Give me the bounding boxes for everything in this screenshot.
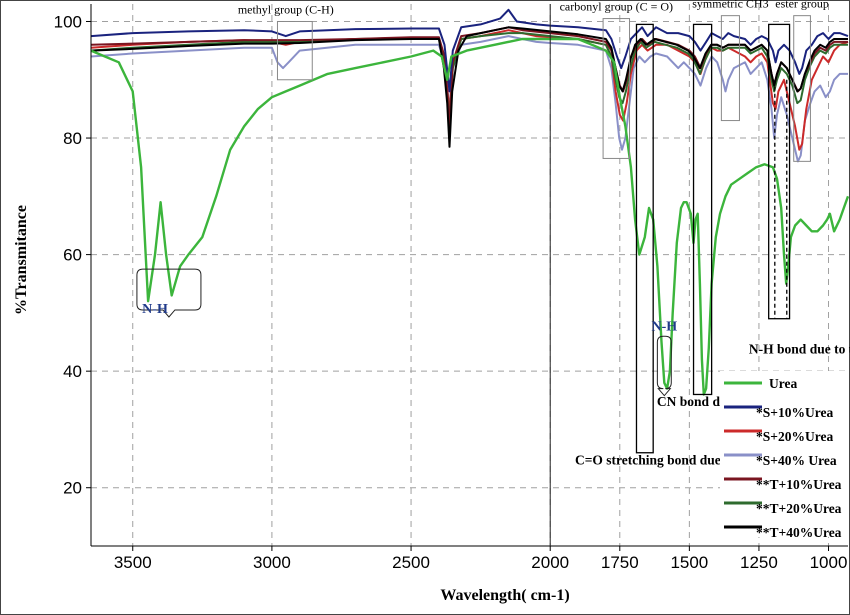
annotation-label-6: C=O stretching bond due to urea	[575, 452, 765, 467]
x-tick-labels: 3500 3000 2500 2000 1750 1500 1250 1000	[114, 546, 848, 572]
annotation-label-1: carbonyl group (C = O)	[560, 0, 673, 14]
legend-entry-5: **T+20%Urea	[756, 501, 842, 516]
annotation-label-4: N-H	[142, 302, 168, 317]
bond-box-1	[692, 23, 713, 396]
series-layer	[90, 8, 850, 396]
x-tick-label: 1000	[810, 553, 848, 572]
legend: Urea *S+10%Urea *S+20%Urea *S+40% Urea **T+1…	[720, 371, 848, 540]
y-tick-label: 100	[54, 12, 82, 31]
y-tick-label: 40	[63, 362, 82, 381]
axes	[90, 4, 848, 547]
annotation-boxes	[136, 15, 811, 454]
annotation-label-2: symmetric CH3	[692, 0, 768, 11]
x-tick-label: 3000	[253, 553, 291, 572]
series-line-3	[90, 35, 848, 163]
region-box-1	[602, 18, 631, 159]
region-box-2	[720, 15, 740, 122]
legend-entry-6: **T+40%Urea	[756, 525, 842, 540]
x-tick-label: 3500	[114, 553, 152, 572]
x-tick-label: 1250	[740, 553, 778, 572]
y-tick-label: 20	[63, 479, 82, 498]
x-tick-label: 2500	[392, 553, 430, 572]
series-line-4	[90, 26, 848, 128]
y-tick-label: 80	[63, 129, 82, 148]
region-box-0	[276, 20, 313, 81]
nh-callout-1	[656, 335, 672, 397]
series-line-6	[90, 26, 848, 148]
legend-entry-4: **T+10%Urea	[756, 477, 842, 492]
annotation-label-8: N-H bond due to urea	[749, 342, 850, 357]
y-axis-title: %Transmitance	[13, 205, 30, 315]
annotation-label-5: N-H	[651, 319, 677, 334]
bond-box-2	[768, 23, 791, 320]
x-tick-label: 1750	[601, 553, 639, 572]
x-axis-title: Wavelength( cm-1)	[440, 587, 569, 604]
legend-entry-1: *S+10%Urea	[756, 405, 833, 420]
y-tick-label: 60	[63, 246, 82, 265]
y-tick-labels: 20 40 60 80 100	[54, 12, 91, 498]
series-line-0	[90, 37, 850, 396]
nh-callout-0	[136, 268, 202, 318]
legend-entry-0: Urea	[769, 376, 797, 391]
x-tick-label: 1500	[670, 553, 708, 572]
bond-box-0	[635, 23, 654, 454]
annotation-label-3: ester group	[775, 0, 829, 11]
x-tick-label: 2000	[531, 553, 569, 572]
legend-entry-3: *S+40% Urea	[756, 453, 837, 468]
annotation-label-0: methyl group (C-H)	[238, 2, 334, 16]
legend-entry-2: *S+20%Urea	[756, 429, 833, 444]
region-box-3	[793, 15, 811, 162]
